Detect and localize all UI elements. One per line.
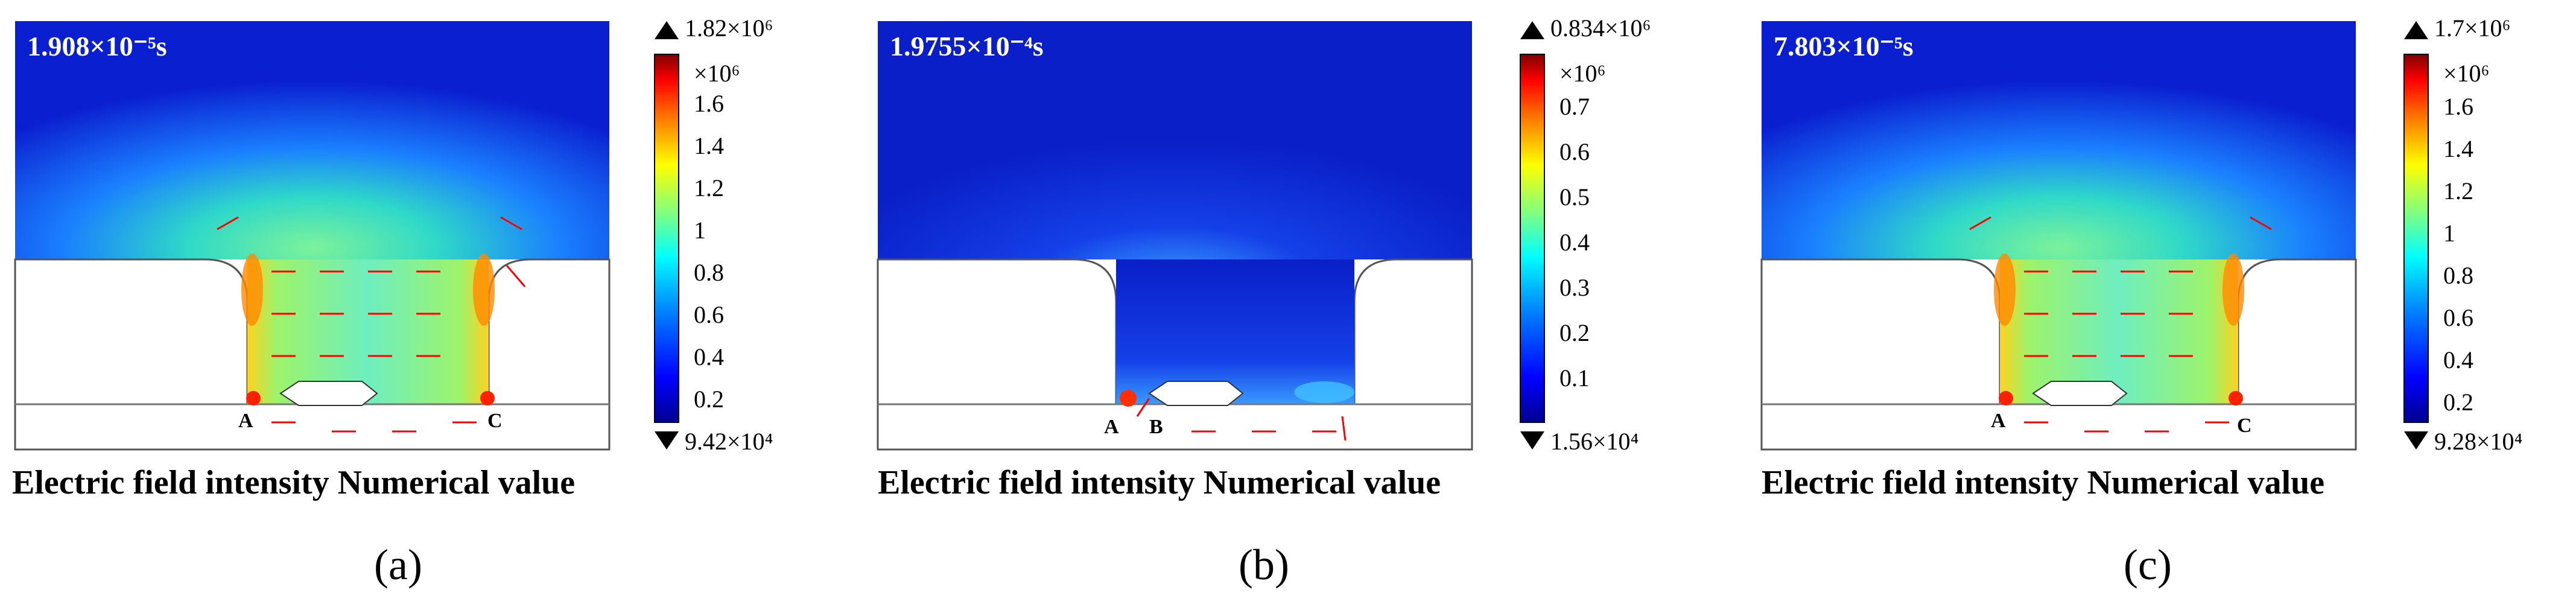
field-plot: 1.908×10⁻⁵s A C 1.82×10⁶ ×10⁶ 1.6 1.4 1.… xyxy=(14,14,773,455)
colorbar-tick: 0.2 xyxy=(1559,319,1590,346)
hotspot xyxy=(1994,253,2016,326)
arrow xyxy=(2250,216,2272,230)
upper-field-region xyxy=(878,21,1472,259)
arrow xyxy=(500,216,522,230)
colorbar-max-label: 0.834×10⁶ xyxy=(1550,14,1651,42)
field-plot: 7.803×10⁻⁵s A C 1.7×10⁶ ×10⁶ 1.6 1.4 1.2… xyxy=(1760,14,2523,455)
arrow xyxy=(506,265,526,287)
field-arrows xyxy=(1136,398,1347,441)
colorbar-min-label: 9.28×10⁴ xyxy=(2434,428,2523,455)
subcaption: (a) xyxy=(374,541,422,589)
colorbar-min-label: 9.42×10⁴ xyxy=(685,428,773,455)
field-arrows xyxy=(217,216,526,433)
time-label: 1.9755×10⁻⁴s xyxy=(890,31,1044,62)
gap-field-region xyxy=(247,259,489,404)
panel-b: 1.9755×10⁻⁴s A B 0.834×10⁶ ×10⁶ 0.7 0.6 … xyxy=(866,0,1722,610)
field-arrows xyxy=(1969,216,2272,433)
time-label: 1.908×10⁻⁵s xyxy=(27,31,167,62)
subcaption: (c) xyxy=(2124,541,2172,589)
particle xyxy=(1148,381,1244,406)
point-label-a: A xyxy=(1991,410,2006,432)
min-marker-icon xyxy=(2404,431,2428,450)
colorbar-gradient xyxy=(2403,54,2429,423)
colorbar-tick: 0.1 xyxy=(1559,364,1590,392)
upper-field-region xyxy=(15,21,609,259)
colorbar: 1.82×10⁶ ×10⁶ 1.6 1.4 1.2 1 0.8 0.6 0.4 … xyxy=(654,14,773,455)
colorbar-tick: 1.4 xyxy=(2443,135,2473,162)
colorbar-tick: 1.2 xyxy=(2443,177,2473,205)
point-label-c: C xyxy=(487,410,503,432)
colorbar-tick: 0.7 xyxy=(1559,93,1590,120)
point-label-a: A xyxy=(1104,416,1119,438)
colorbar: 0.834×10⁶ ×10⁶ 0.7 0.6 0.5 0.4 0.3 0.2 0… xyxy=(1520,14,1651,455)
simulation-domain xyxy=(14,21,611,451)
hotspot xyxy=(2229,391,2243,405)
colorbar-tick: 0.5 xyxy=(1559,183,1590,211)
caption: Electric field intensity Numerical value xyxy=(1762,464,2325,501)
colorbar-tick: 0.6 xyxy=(694,301,724,328)
point-label-a: A xyxy=(238,410,253,432)
arrow xyxy=(1969,216,1991,230)
colorbar-tick: 0.4 xyxy=(1559,229,1590,256)
colorbar-tick: 0.2 xyxy=(2443,389,2473,416)
hotspot xyxy=(473,253,495,326)
hotspot xyxy=(241,253,263,326)
arrow xyxy=(217,216,239,230)
upper-field-region xyxy=(1762,21,2356,259)
colorbar-tick: 0.8 xyxy=(694,259,724,286)
arrow xyxy=(1136,398,1150,417)
panel-c: 7.803×10⁻⁵s A C 1.7×10⁶ ×10⁶ 1.6 1.4 1.2… xyxy=(1750,0,2576,610)
min-marker-icon xyxy=(1520,431,1544,450)
caption: Electric field intensity Numerical value xyxy=(12,464,576,501)
colorbar-gradient xyxy=(1520,54,1545,423)
colorbar-max-label: 1.82×10⁶ xyxy=(685,14,773,42)
colorbar-tick: 1 xyxy=(2443,220,2455,247)
colorbar-min-label: 1.56×10⁴ xyxy=(1550,428,1639,455)
hotspot xyxy=(2222,253,2244,326)
colorbar-tick: 1 xyxy=(694,217,706,244)
arrow xyxy=(1341,416,1347,441)
colorbar-tick: 0.4 xyxy=(694,343,724,370)
min-marker-icon xyxy=(655,431,679,450)
point-label-b: B xyxy=(1149,416,1163,438)
simulation-domain xyxy=(1760,21,2357,451)
colorbar: 1.7×10⁶ ×10⁶ 1.6 1.4 1.2 1 0.8 0.6 0.4 0… xyxy=(2403,14,2523,455)
max-marker-icon xyxy=(2404,21,2428,39)
gap-field-region xyxy=(1116,259,1354,404)
particle xyxy=(279,381,378,406)
colorbar-multiplier: ×10⁶ xyxy=(2443,60,2490,87)
colorbar-multiplier: ×10⁶ xyxy=(1559,60,1606,87)
colorbar-tick: 1.6 xyxy=(694,90,724,117)
colorbar-tick: 0.6 xyxy=(1559,138,1590,165)
colorbar-max-label: 1.7×10⁶ xyxy=(2434,14,2511,42)
colorbar-tick: 1.2 xyxy=(694,174,724,202)
colorbar-tick: 1.6 xyxy=(2443,93,2473,120)
particle xyxy=(2032,381,2128,406)
simulation-domain xyxy=(877,21,1473,451)
time-label: 7.803×10⁻⁵s xyxy=(1774,31,1914,62)
hotspot xyxy=(246,391,261,405)
point-label-c: C xyxy=(2237,415,2252,437)
max-marker-icon xyxy=(1520,21,1544,39)
colorbar-tick: 1.4 xyxy=(694,132,724,159)
caption: Electric field intensity Numerical value xyxy=(878,464,1441,501)
colorbar-tick: 0.4 xyxy=(2443,346,2473,373)
hotspot xyxy=(480,391,495,405)
colorbar-tick: 0.6 xyxy=(2443,304,2473,331)
field-plot: 1.9755×10⁻⁴s A B 0.834×10⁶ ×10⁶ 0.7 0.6 … xyxy=(877,14,1651,455)
colorbar-tick: 0.3 xyxy=(1559,274,1590,301)
gap-field-region xyxy=(2000,259,2238,404)
max-marker-icon xyxy=(655,21,679,39)
hotspot xyxy=(1294,381,1354,403)
colorbar-tick: 0.8 xyxy=(2443,262,2473,289)
subcaption: (b) xyxy=(1239,541,1289,589)
colorbar-gradient xyxy=(654,54,679,423)
colorbar-multiplier: ×10⁶ xyxy=(694,60,740,87)
colorbar-tick: 0.2 xyxy=(694,386,724,413)
hotspot xyxy=(1120,390,1137,407)
hotspot xyxy=(1999,391,2013,405)
panel-a: 1.908×10⁻⁵s A C 1.82×10⁶ ×10⁶ 1.6 1.4 1.… xyxy=(0,0,857,610)
